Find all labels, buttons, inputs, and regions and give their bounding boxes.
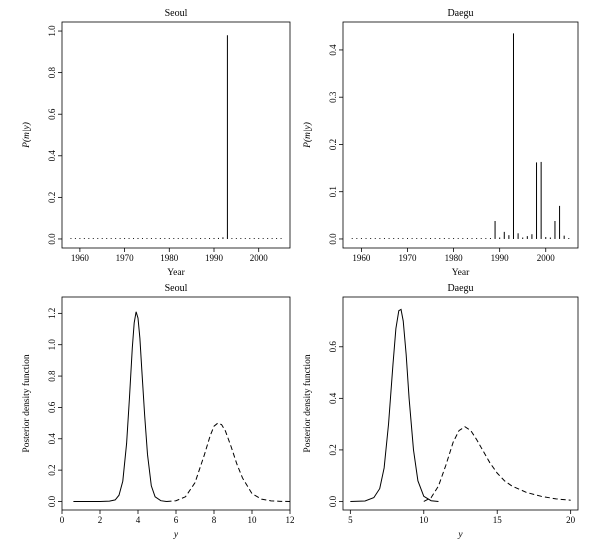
y-tick-label: 1.2 [47, 308, 57, 319]
x-tick-label: 1980 [160, 253, 179, 263]
y-tick-label: 0.1 [328, 186, 338, 197]
chart-title: Seoul [165, 283, 188, 294]
x-tick-label: 10 [248, 515, 258, 525]
y-tick-label: 0.0 [328, 495, 338, 507]
y-tick-label: 1.0 [47, 339, 57, 351]
solid-density-line [73, 311, 167, 502]
y-tick-label: 0.2 [328, 139, 338, 150]
daegu-year-plot: Daegu 1960 1970 1980 1990 2000 0.0 0.1 0.2 0.3 0.4… [302, 8, 579, 278]
y-tick-label: 0.4 [47, 433, 57, 445]
solid-density-line [350, 308, 439, 502]
chart-title: Daegu [447, 8, 473, 19]
daegu-density-plot: Daegu 5 10 15 20 0.0 0.2 0.4 0.6 y Posterior densi… [302, 283, 579, 540]
x-tick-label: 1990 [205, 253, 224, 263]
y-tick-label: 1.0 [47, 25, 57, 37]
x-tick-label: 20 [566, 515, 576, 525]
x-tick-label: 4 [136, 515, 141, 525]
x-axis-label: Year [167, 268, 185, 278]
y-tick-label: 0.6 [47, 401, 57, 413]
plot-frame [342, 21, 579, 249]
x-tick-label: 1970 [399, 253, 418, 263]
chart-title: Seoul [165, 8, 188, 19]
y-tick-label: 0.4 [47, 150, 57, 162]
y-axis-label: P(m|y) [21, 122, 32, 149]
chart-title: Daegu [447, 283, 473, 294]
plot-frame [342, 296, 579, 511]
x-tick-label: 0 [60, 515, 65, 525]
x-axis-label: y [457, 530, 463, 540]
y-tick-label: 0.0 [328, 233, 338, 245]
x-axis-label: Year [452, 268, 470, 278]
x-tick-label: 2000 [250, 253, 269, 263]
y-tick-label: 0.8 [47, 66, 57, 78]
x-tick-label: 15 [493, 515, 503, 525]
x-tick-label: 2 [98, 515, 103, 525]
y-axis-label: Posterior density function [302, 354, 313, 452]
x-tick-label: 1960 [71, 253, 90, 263]
dashed-density-line [423, 426, 571, 502]
y-tick-label: 0.3 [328, 91, 338, 103]
x-tick-label: 10 [419, 515, 429, 525]
y-axis-label: P(m|y) [302, 122, 313, 149]
y-tick-label: 0.4 [328, 44, 338, 56]
x-tick-label: 1990 [491, 253, 510, 263]
seoul-year-plot: Seoul 1960 1970 1980 1990 2000 0.0 0.2 0.4 0.6 0.8… [21, 8, 291, 278]
y-tick-label: 0.8 [47, 370, 57, 382]
y-axis-label: Posterior density function [21, 354, 32, 452]
plot-frame [61, 21, 291, 249]
x-tick-label: 12 [286, 515, 295, 525]
y-tick-label: 0.6 [328, 341, 338, 353]
seoul-density-plot: Seoul 0 2 4 6 8 10 12 0.0 0.2 0.4 0.6 0.8 1.0 1.2 y Post… [21, 283, 295, 540]
x-tick-label: 8 [212, 515, 217, 525]
y-tick-label: 0.0 [47, 233, 57, 245]
x-tick-label: 6 [174, 515, 179, 525]
y-tick-label: 0.6 [47, 108, 57, 120]
x-tick-label: 1980 [445, 253, 464, 263]
dashed-density-line [166, 422, 291, 502]
x-tick-label: 1970 [116, 253, 135, 263]
y-tick-label: 0.2 [47, 192, 57, 203]
y-tick-label: 0.2 [328, 444, 338, 455]
x-tick-label: 2000 [537, 253, 556, 263]
x-axis-label: y [173, 530, 179, 540]
y-tick-label: 0.0 [47, 495, 57, 507]
y-tick-label: 0.2 [47, 465, 57, 476]
plot-frame [61, 296, 291, 511]
y-tick-label: 0.4 [328, 392, 338, 404]
x-tick-label: 1960 [352, 253, 371, 263]
x-tick-label: 5 [348, 515, 353, 525]
